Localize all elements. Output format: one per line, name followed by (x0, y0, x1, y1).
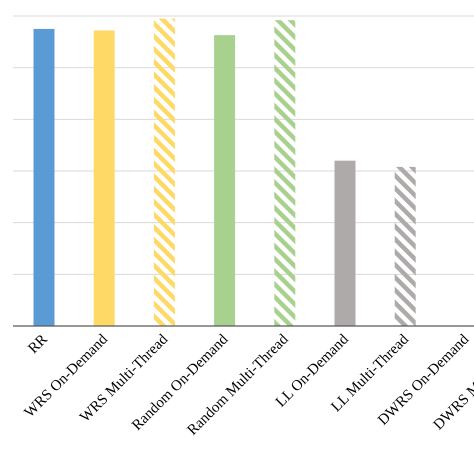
category-label-0: RR (25, 332, 50, 357)
category-label-4: Random Multi-Thread (185, 331, 292, 438)
bar-4 (274, 20, 296, 327)
bars (33, 18, 416, 327)
bar-3 (214, 35, 236, 326)
bar-1 (93, 30, 115, 326)
bar-0 (33, 28, 55, 327)
bar-5 (334, 160, 356, 326)
bar-6 (394, 166, 416, 326)
bar-2 (153, 18, 175, 326)
